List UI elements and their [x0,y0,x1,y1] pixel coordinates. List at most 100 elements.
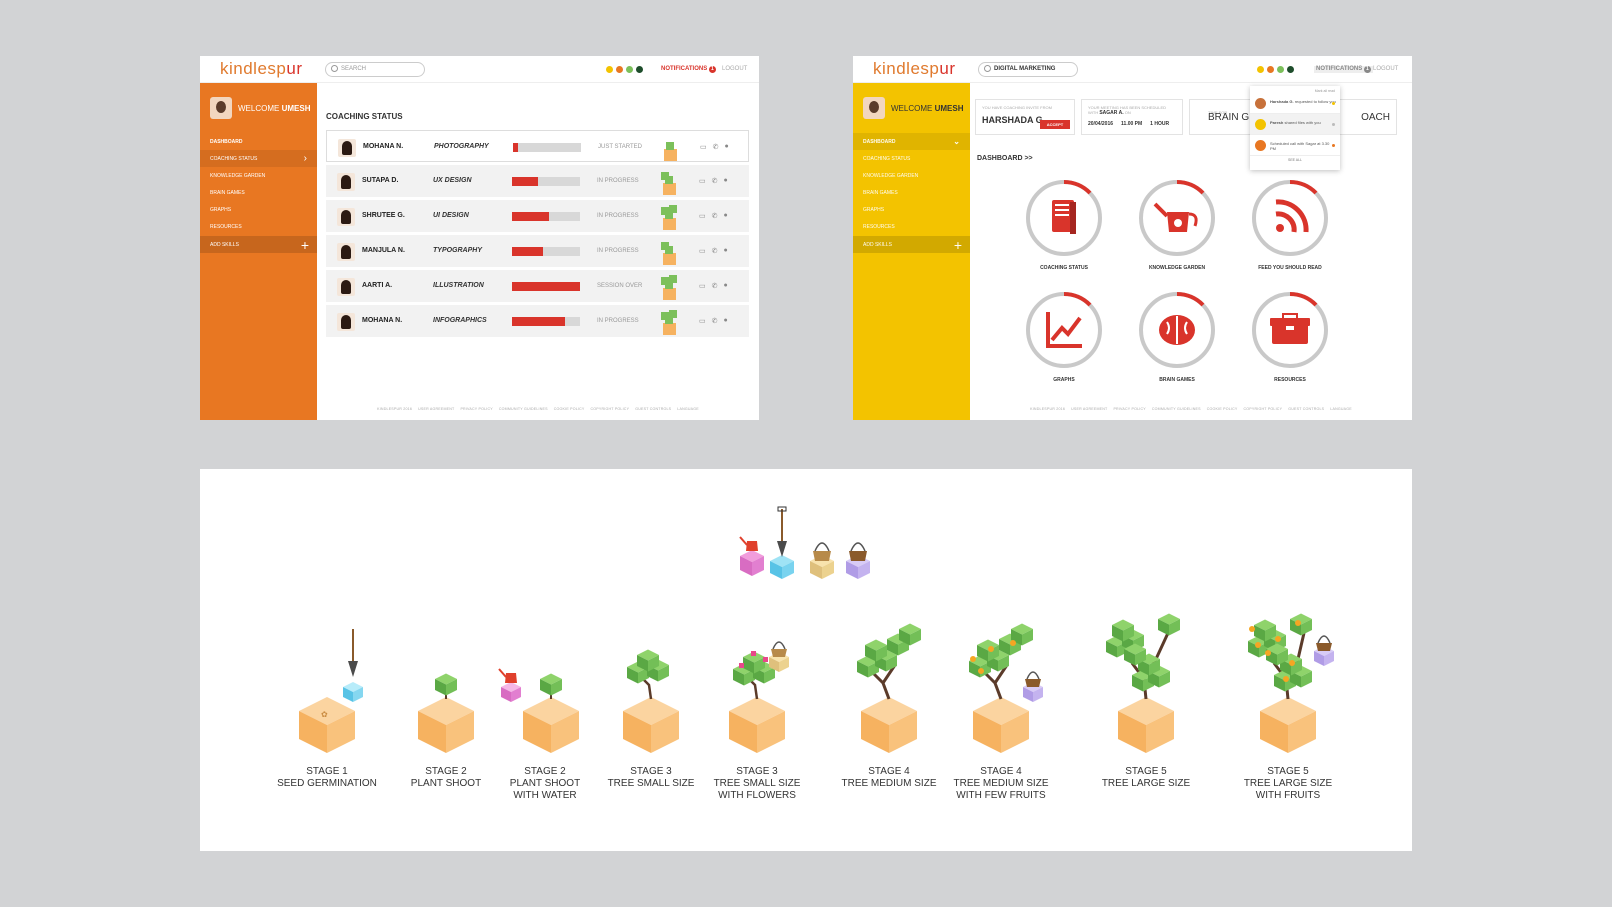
see-all-link[interactable]: SEE ALL [1287,158,1302,162]
notification-item[interactable]: Scheduled call with Sagar at 3.30 PM [1250,135,1340,156]
phone-icon[interactable]: ✆ [711,248,718,255]
phone-icon[interactable]: ✆ [711,178,718,185]
search-input[interactable]: SEARCH [325,62,425,77]
footer-link[interactable]: COPYRIGHT POLICY [1243,407,1283,411]
table-row[interactable]: MOHANA N. INFOGRAPHICS IN PROGRESS ▭ ✆ ● [326,305,749,337]
theme-dot-orange[interactable] [616,66,623,73]
coach-avatar [337,278,355,296]
footer-link[interactable]: PRIVACY POLICY [1113,407,1146,411]
unread-dot [1332,144,1335,147]
theme-dot-yellow[interactable] [606,66,613,73]
footer-link[interactable]: KINDLESPUR 2016 [377,407,413,411]
chat-icon[interactable]: ▭ [699,283,706,290]
theme-dot-green[interactable] [626,66,633,73]
footer-link[interactable]: COMMUNITY GUIDELINES [1151,407,1201,411]
tile-resources[interactable]: RESOURCES [1250,290,1330,383]
sidebar-item-knowledge-garden[interactable]: KNOWLEDGE GARDEN [863,173,919,179]
notifications-link[interactable]: NOTIFICATIONS 1 [661,66,716,73]
tile-label: KNOWLEDGE GARDEN [1148,265,1206,271]
stage-label: STAGE 1 SEED GERMINATION [257,766,397,790]
sidebar-item-graphs[interactable]: GRAPHS [210,207,232,213]
logout-link[interactable]: LOGOUT [1373,66,1399,72]
phone-icon[interactable]: ✆ [711,318,718,325]
sidebar-item-coaching-status[interactable]: COACHING STATUS › [200,150,317,167]
tile-coaching-status[interactable]: COACHING STATUS [1024,178,1104,271]
table-row[interactable]: MOHANA N. PHOTOGRAPHY JUST STARTED ▭ ✆ ● [326,130,749,162]
table-row[interactable]: AARTI A. ILLUSTRATION SESSION OVER ▭ ✆ ● [326,270,749,302]
tile-brain-games[interactable]: BRAIN GAMES [1137,290,1217,383]
user-avatar[interactable] [863,97,885,119]
footer-link[interactable]: COOKIE POLICY [553,407,585,411]
footer-link[interactable]: KINDLESPUR 2016 [1030,407,1066,411]
sidebar-item-dashboard[interactable]: DASHBOARD [210,139,243,145]
stage-name: TREE SMALL SIZE [713,778,801,789]
logout-link[interactable]: LOGOUT [722,66,748,72]
theme-dot-yellow[interactable] [1257,66,1264,73]
accept-button[interactable]: ACCEPT [1040,120,1070,129]
tile-graphs[interactable]: GRAPHS [1024,290,1104,383]
info-icon[interactable]: ● [723,247,728,254]
sidebar-item-brain-games[interactable]: BRAIN GAMES [863,190,898,196]
notification-item[interactable]: Harshada G. requested to follow you [1250,93,1340,114]
phone-icon[interactable]: ✆ [711,213,718,220]
footer-link[interactable]: PRIVACY POLICY [460,407,493,411]
user-avatar-icon [1255,98,1266,109]
table-row[interactable]: SUTAPA D. UX DESIGN IN PROGRESS ▭ ✆ ● [326,165,749,197]
progress-bar [512,317,580,326]
coach-name: SUTAPA D. [362,177,399,184]
sidebar-item-brain-games[interactable]: BRAIN GAMES [210,190,245,196]
add-skills-button[interactable]: ADD SKILLS + [200,236,317,253]
footer-link[interactable]: GUEST CONTROLS [1288,407,1325,411]
link-icon [1255,119,1266,130]
stage-number: STAGE 5 [1125,766,1167,777]
footer-link[interactable]: LANGUAGE [1330,407,1352,411]
phone-icon[interactable]: ✆ [712,144,719,151]
mark-all-read-link[interactable]: Mark all read [1314,89,1335,93]
footer-link[interactable]: LANGUAGE [677,407,699,411]
phone-icon[interactable]: ✆ [711,283,718,290]
footer-link[interactable]: COOKIE POLICY [1206,407,1238,411]
sidebar-item-knowledge-garden[interactable]: KNOWLEDGE GARDEN [210,173,266,179]
chat-icon[interactable]: ▭ [699,213,706,220]
chat-icon[interactable]: ▭ [699,248,706,255]
tile-knowledge-garden[interactable]: KNOWLEDGE GARDEN [1137,178,1217,271]
info-icon[interactable]: ● [723,177,728,184]
theme-dot-dark[interactable] [636,66,643,73]
info-icon[interactable]: ● [723,212,728,219]
status-text: JUST STARTED [598,144,643,150]
sidebar-item-graphs[interactable]: GRAPHS [863,207,885,213]
theme-dot-green[interactable] [1277,66,1284,73]
garden-tools-illustration [739,506,870,579]
chat-icon[interactable]: ▭ [699,318,706,325]
theme-dot-dark[interactable] [1287,66,1294,73]
table-row[interactable]: SHRUTEE G. UI DESIGN IN PROGRESS ▭ ✆ ● [326,200,749,232]
footer-link[interactable]: USER AGREEMENT [1071,407,1108,411]
info-icon[interactable]: ● [724,143,729,150]
footer-link[interactable]: COPYRIGHT POLICY [590,407,630,411]
footer-link[interactable]: USER AGREEMENT [418,407,455,411]
progress-bar [512,177,580,186]
sidebar-item-dashboard[interactable]: DASHBOARD ⌄ [853,133,970,150]
add-skills-button[interactable]: ADD SKILLS + [853,236,970,253]
kindlespur-logo[interactable]: kindlespur [873,59,956,78]
stage-number: STAGE 3 [736,766,778,777]
theme-dot-orange[interactable] [1267,66,1274,73]
sidebar-item-resources[interactable]: RESOURCES [210,224,242,230]
sidebar-item-resources[interactable]: RESOURCES [863,224,895,230]
info-icon[interactable]: ● [723,282,728,289]
user-avatar[interactable] [210,97,232,119]
chat-icon[interactable]: ▭ [699,178,706,185]
footer-links: KINDLESPUR 2016 USER AGREEMENT PRIVACY POL… [970,407,1412,411]
sidebar-item-coaching-status[interactable]: COACHING STATUS [863,156,911,162]
kindlespur-logo[interactable]: kindlespur [220,59,303,78]
tile-feed[interactable]: FEED YOU SHOULD READ [1250,178,1330,271]
skill-name: UI DESIGN [433,212,469,219]
footer-link[interactable]: GUEST CONTROLS [635,407,672,411]
info-icon[interactable]: ● [723,317,728,324]
notification-item[interactable]: Paresh shared files with you [1250,114,1340,135]
chat-icon[interactable]: ▭ [700,144,707,151]
search-input[interactable]: DIGITAL MARKETING [978,62,1078,77]
notifications-link[interactable]: NOTIFICATIONS 1 [1314,66,1373,73]
table-row[interactable]: MANJULA N. TYPOGRAPHY IN PROGRESS ▭ ✆ ● [326,235,749,267]
footer-link[interactable]: COMMUNITY GUIDELINES [498,407,548,411]
